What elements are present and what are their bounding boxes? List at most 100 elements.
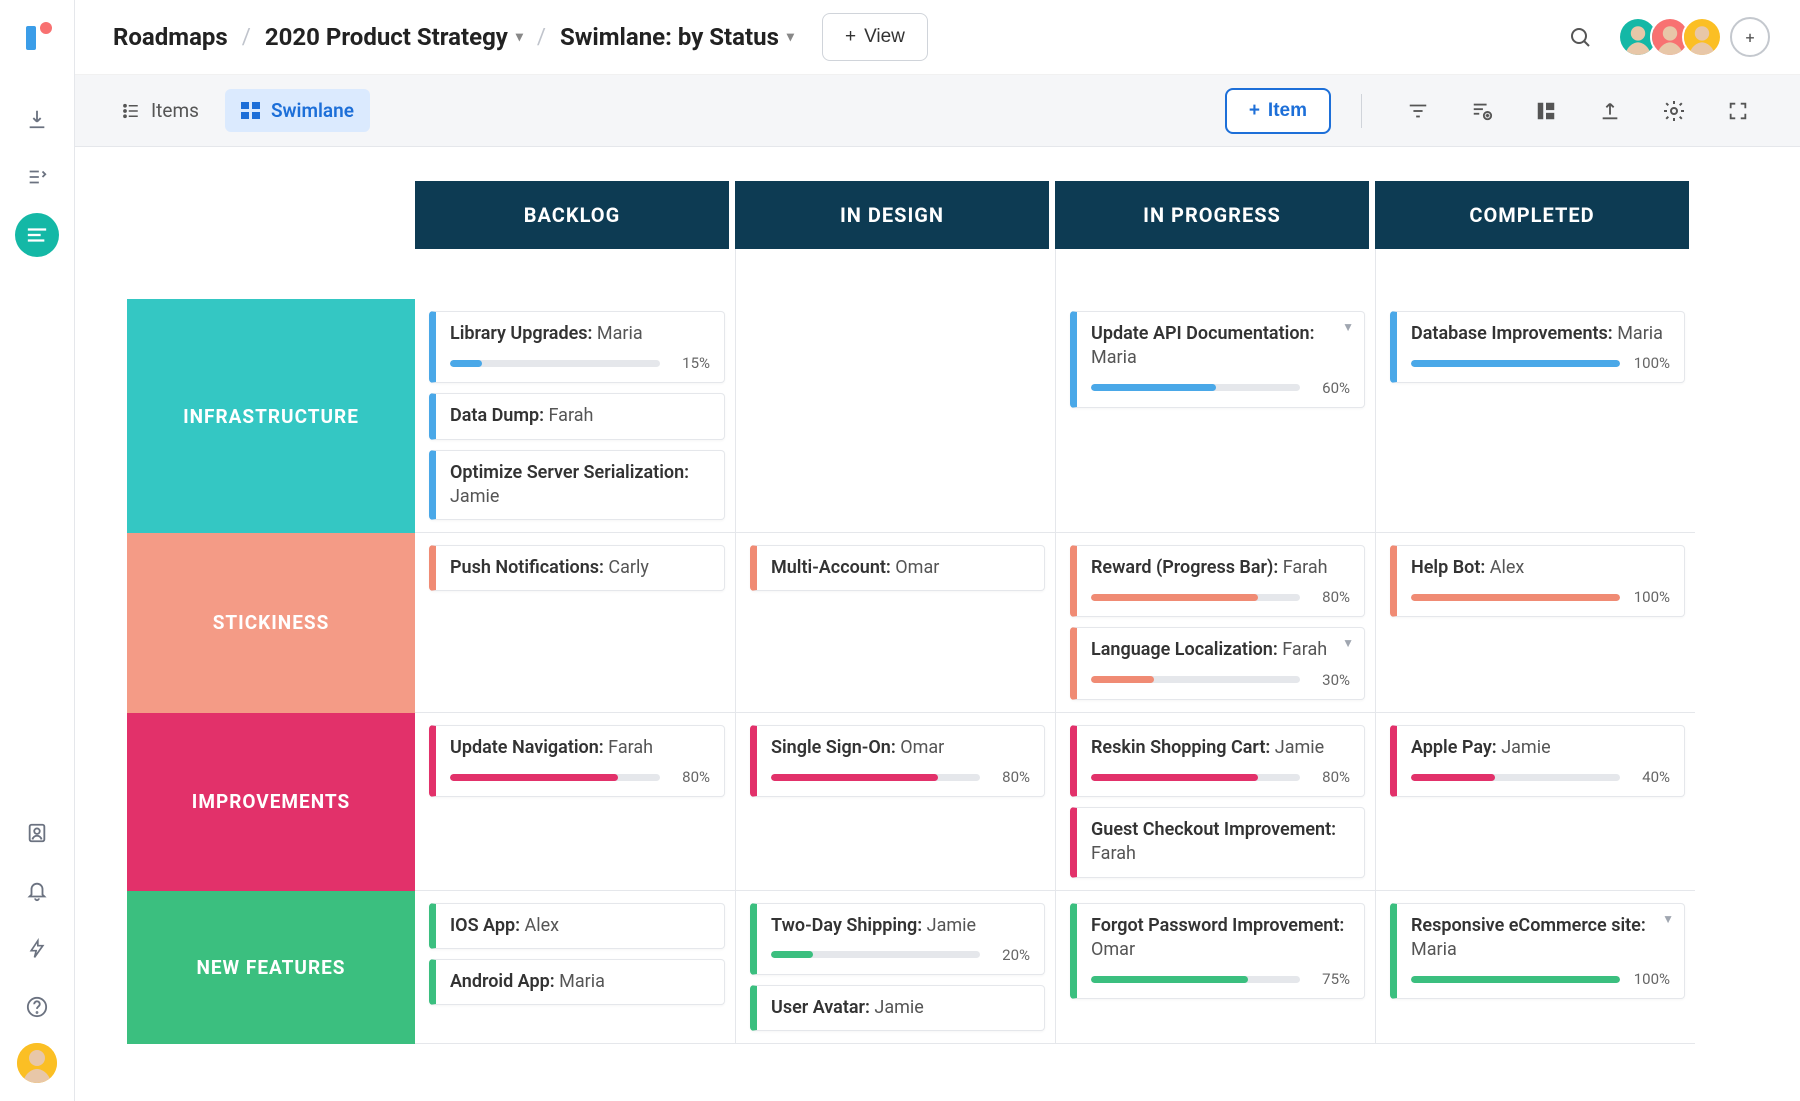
card-menu-icon[interactable]: ▼	[1342, 636, 1354, 650]
progress-pct: 80%	[990, 768, 1030, 786]
topbar: Roadmaps / 2020 Product Strategy▾ / Swim…	[75, 0, 1800, 75]
card-title: Apple Pay: Jamie	[1411, 736, 1670, 760]
progress-bar	[1091, 384, 1300, 391]
contact-icon[interactable]	[15, 811, 59, 855]
progress-row: 75%	[1091, 970, 1350, 988]
board-cell[interactable]: Multi-Account: Omar	[735, 533, 1055, 713]
lane-label[interactable]: INFRASTRUCTURE	[127, 299, 415, 533]
link-filter-icon[interactable]	[1460, 89, 1504, 133]
board-cell[interactable]: Single Sign-On: Omar80%	[735, 713, 1055, 891]
bolt-icon[interactable]	[15, 927, 59, 971]
card[interactable]: Forgot Password Improvement: Omar75%	[1070, 903, 1365, 1000]
column-header: COMPLETED	[1375, 181, 1695, 249]
card[interactable]: Reward (Progress Bar): Farah80%	[1070, 545, 1365, 617]
board-cell[interactable]: Push Notifications: Carly	[415, 533, 735, 713]
board-cell[interactable]: Update Navigation: Farah80%	[415, 713, 735, 891]
board-cell[interactable]	[735, 299, 1055, 533]
card[interactable]: Reskin Shopping Cart: Jamie80%	[1070, 725, 1365, 797]
progress-row: 15%	[450, 354, 710, 372]
card-title: Database Improvements: Maria	[1411, 322, 1670, 346]
help-icon[interactable]	[15, 985, 59, 1029]
board-cell[interactable]: Reward (Progress Bar): Farah80% ▼Language…	[1055, 533, 1375, 713]
card[interactable]: Single Sign-On: Omar80%	[750, 725, 1045, 797]
add-view-button[interactable]: +View	[822, 13, 928, 61]
board-cell[interactable]: Library Upgrades: Maria15% Data Dump: Far…	[415, 299, 735, 533]
card[interactable]: Multi-Account: Omar	[750, 545, 1045, 591]
progress-pct: 75%	[1310, 970, 1350, 988]
card[interactable]: ▼Language Localization: Farah30%	[1070, 627, 1365, 699]
search-icon[interactable]	[1560, 17, 1600, 57]
app-logo[interactable]	[22, 22, 52, 52]
progress-bar	[1091, 774, 1300, 781]
card-menu-icon[interactable]: ▼	[1342, 320, 1354, 334]
card-title: Update API Documentation: Maria	[1091, 322, 1350, 371]
card[interactable]: Database Improvements: Maria 100%	[1390, 311, 1685, 383]
lane-label[interactable]: STICKINESS	[127, 533, 415, 713]
progress-row: 100%	[1411, 588, 1670, 606]
board-cell[interactable]: Two-Day Shipping: Jamie20% User Avatar: J…	[735, 891, 1055, 1045]
plus-icon: +	[1249, 100, 1260, 122]
column-header: BACKLOG	[415, 181, 735, 249]
fullscreen-icon[interactable]	[1716, 89, 1760, 133]
progress-pct: 100%	[1630, 588, 1670, 606]
layout-icon[interactable]	[1524, 89, 1568, 133]
card[interactable]: Update Navigation: Farah80%	[429, 725, 725, 797]
avatar[interactable]	[1682, 17, 1722, 57]
card[interactable]: Library Upgrades: Maria15%	[429, 311, 725, 383]
lane-label[interactable]: NEW FEATURES	[127, 891, 415, 1045]
card[interactable]: Help Bot: Alex100%	[1390, 545, 1685, 617]
add-item-button[interactable]: + Item	[1225, 88, 1331, 134]
bell-icon[interactable]	[15, 869, 59, 913]
tab-swimlane[interactable]: Swimlane	[225, 89, 370, 132]
download-icon[interactable]	[15, 97, 59, 141]
progress-row: 60%	[1091, 379, 1350, 397]
lane-label[interactable]: IMPROVEMENTS	[127, 713, 415, 891]
card[interactable]: User Avatar: Jamie	[750, 985, 1045, 1031]
add-collaborator-button[interactable]: +	[1730, 17, 1770, 57]
card-menu-icon[interactable]: ▼	[1662, 912, 1674, 926]
add-item-label: Item	[1268, 100, 1307, 122]
board-cell[interactable]: ▼Responsive eCommerce site: Maria100%	[1375, 891, 1695, 1045]
board-cell[interactable]: Database Improvements: Maria 100%	[1375, 299, 1695, 533]
card[interactable]: Android App: Maria	[429, 959, 725, 1005]
breadcrumb-view[interactable]: Swimlane: by Status▾	[552, 17, 802, 57]
board-cell[interactable]: ▼Update API Documentation: Maria 60%	[1055, 299, 1375, 533]
board-cell[interactable]: Help Bot: Alex100%	[1375, 533, 1695, 713]
tab-items[interactable]: Items	[105, 89, 215, 132]
breadcrumb-project[interactable]: 2020 Product Strategy▾	[257, 17, 531, 57]
card[interactable]: Data Dump: Farah	[429, 393, 725, 439]
card[interactable]: Guest Checkout Improvement: Farah	[1070, 807, 1365, 878]
chevron-down-icon: ▾	[516, 29, 523, 45]
toolbar-divider	[1361, 94, 1362, 128]
board-cell[interactable]: Apple Pay: Jamie 40%	[1375, 713, 1695, 891]
list-icon[interactable]	[15, 155, 59, 199]
breadcrumb-sep: /	[537, 25, 546, 50]
add-view-label: View	[864, 26, 905, 48]
card[interactable]: IOS App: Alex	[429, 903, 725, 949]
tab-items-label: Items	[151, 99, 199, 122]
card[interactable]: Push Notifications: Carly	[429, 545, 725, 591]
progress-pct: 40%	[1630, 768, 1670, 786]
card-title: Language Localization: Farah	[1091, 638, 1350, 662]
board-scroll[interactable]: BACKLOGIN DESIGNIN PROGRESSCOMPLETEDINFR…	[75, 147, 1800, 1101]
board-cell[interactable]: Reskin Shopping Cart: Jamie80% Guest Chec…	[1055, 713, 1375, 891]
progress-bar	[450, 360, 660, 367]
swimlane-rail-icon[interactable]	[15, 213, 59, 257]
progress-row: 100%	[1411, 354, 1670, 372]
card[interactable]: ▼Update API Documentation: Maria 60%	[1070, 311, 1365, 408]
progress-bar	[1091, 676, 1300, 683]
card[interactable]: Apple Pay: Jamie 40%	[1390, 725, 1685, 797]
board-cell[interactable]: Forgot Password Improvement: Omar75%	[1055, 891, 1375, 1045]
user-avatar[interactable]	[17, 1043, 57, 1083]
card[interactable]: Two-Day Shipping: Jamie20%	[750, 903, 1045, 975]
column-header: IN PROGRESS	[1055, 181, 1375, 249]
progress-pct: 15%	[670, 354, 710, 372]
export-icon[interactable]	[1588, 89, 1632, 133]
settings-icon[interactable]	[1652, 89, 1696, 133]
chevron-down-icon: ▾	[787, 29, 794, 45]
breadcrumb-root[interactable]: Roadmaps	[105, 17, 236, 57]
card[interactable]: Optimize Server Serialization: Jamie	[429, 450, 725, 521]
board-cell[interactable]: IOS App: Alex Android App: Maria	[415, 891, 735, 1045]
card[interactable]: ▼Responsive eCommerce site: Maria100%	[1390, 903, 1685, 1000]
filter-icon[interactable]	[1396, 89, 1440, 133]
